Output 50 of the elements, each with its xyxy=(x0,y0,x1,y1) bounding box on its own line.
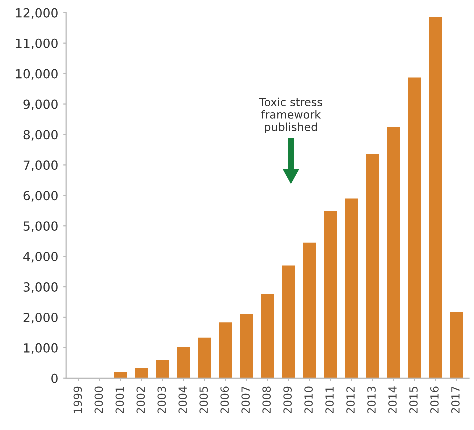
bar xyxy=(219,322,232,378)
y-tick-label: 11,000 xyxy=(16,38,58,50)
x-tick-label: 2012 xyxy=(346,387,355,414)
bar xyxy=(429,17,442,378)
x-tick-label: 2008 xyxy=(262,386,272,414)
bar xyxy=(240,314,254,378)
y-tick-label: 3,000 xyxy=(24,282,58,294)
y-tick-label: 4,000 xyxy=(24,252,58,263)
bar xyxy=(303,242,316,378)
y-tick-label: 8,000 xyxy=(24,130,58,141)
x-tick-label: 2014 xyxy=(388,386,397,414)
y-tick-label: 5,000 xyxy=(24,222,58,232)
x-tick-label: 2015 xyxy=(410,387,418,414)
x-tick-label: 2017 xyxy=(451,386,460,414)
x-tick-label: 2010 xyxy=(304,386,314,414)
x-tick-label: 2016 xyxy=(430,386,439,414)
x-tick-label: 2001 xyxy=(116,387,124,414)
y-tick-label: 9,000 xyxy=(24,100,58,110)
bar xyxy=(135,368,148,378)
y-tick-label: 1,000 xyxy=(24,343,58,354)
bar xyxy=(366,154,380,378)
y-tick-label: 6,000 xyxy=(24,191,58,202)
y-tick-label: 12,000 xyxy=(16,8,58,20)
bar xyxy=(387,127,400,378)
x-tick-label: 2006 xyxy=(220,386,230,414)
bar xyxy=(177,347,190,378)
y-tick-label: 2,000 xyxy=(24,312,58,324)
bar xyxy=(450,312,464,378)
bar xyxy=(408,78,422,378)
x-tick-label: 2002 xyxy=(136,387,146,414)
y-tick-label: 7,000 xyxy=(24,160,58,172)
bar xyxy=(282,266,296,378)
y-tick-label: 0 xyxy=(52,374,58,384)
x-tick-label: 2013 xyxy=(368,386,376,414)
bar xyxy=(114,372,128,378)
x-tick-label: 2004 xyxy=(178,386,188,414)
bar xyxy=(198,338,212,378)
bar xyxy=(261,294,274,378)
bar xyxy=(345,198,358,378)
bar xyxy=(324,211,338,378)
x-tick-label: 2011 xyxy=(326,387,334,414)
x-tick-label: 2000 xyxy=(94,386,104,414)
x-tick-label: 1999 xyxy=(74,386,82,414)
y-tick-label: 10,000 xyxy=(16,69,58,80)
x-tick-label: 2009 xyxy=(284,386,292,414)
x-tick-label: 2007 xyxy=(242,386,250,414)
x-tick-label: 2003 xyxy=(158,386,166,414)
x-tick-label: 2005 xyxy=(200,387,208,414)
annotation: Toxic stress framework published xyxy=(259,98,322,134)
bar xyxy=(156,360,170,378)
